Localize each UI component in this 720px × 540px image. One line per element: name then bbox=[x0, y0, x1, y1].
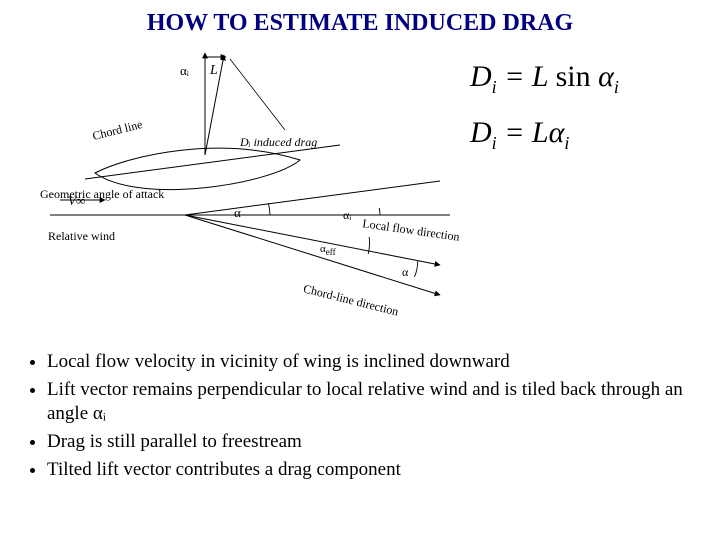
diagram-label-vinf: V∞ bbox=[68, 193, 85, 209]
diagram-label-alpha: α bbox=[234, 205, 241, 221]
page-title: HOW TO ESTIMATE INDUCED DRAG bbox=[0, 0, 720, 37]
bullet-list: Local flow velocity in vicinity of wing … bbox=[25, 350, 695, 485]
diagram-label-geom: Geometric angle of attack bbox=[40, 187, 164, 202]
induced-drag-diagram: αᵢLChord lineDᵢ induced dragGeometric an… bbox=[40, 45, 460, 325]
equation-2: Di = Lαi bbox=[470, 116, 710, 154]
diagram-label-alpha_sm: α bbox=[402, 265, 408, 280]
bullet-item: Drag is still parallel to freestream bbox=[47, 430, 695, 455]
diagram-label-di: Dᵢ induced drag bbox=[240, 135, 317, 150]
diagram-label-alpha_i_top: αᵢ bbox=[180, 63, 189, 79]
equation-1: Di = L sin αi bbox=[470, 60, 710, 98]
equations-block: Di = L sin αi Di = Lαi bbox=[470, 60, 710, 172]
diagram-label-L: L bbox=[210, 63, 218, 79]
bullet-item: Local flow velocity in vicinity of wing … bbox=[47, 350, 695, 375]
diagram-label-alpha_eff: αeff bbox=[320, 243, 336, 257]
bullet-item: Lift vector remains perpendicular to loc… bbox=[47, 378, 695, 427]
diagram-label-alpha_i_r: αᵢ bbox=[343, 208, 351, 223]
diagram-label-relwind: Relative wind bbox=[48, 229, 115, 244]
bullet-item: Tilted lift vector contributes a drag co… bbox=[47, 458, 695, 483]
